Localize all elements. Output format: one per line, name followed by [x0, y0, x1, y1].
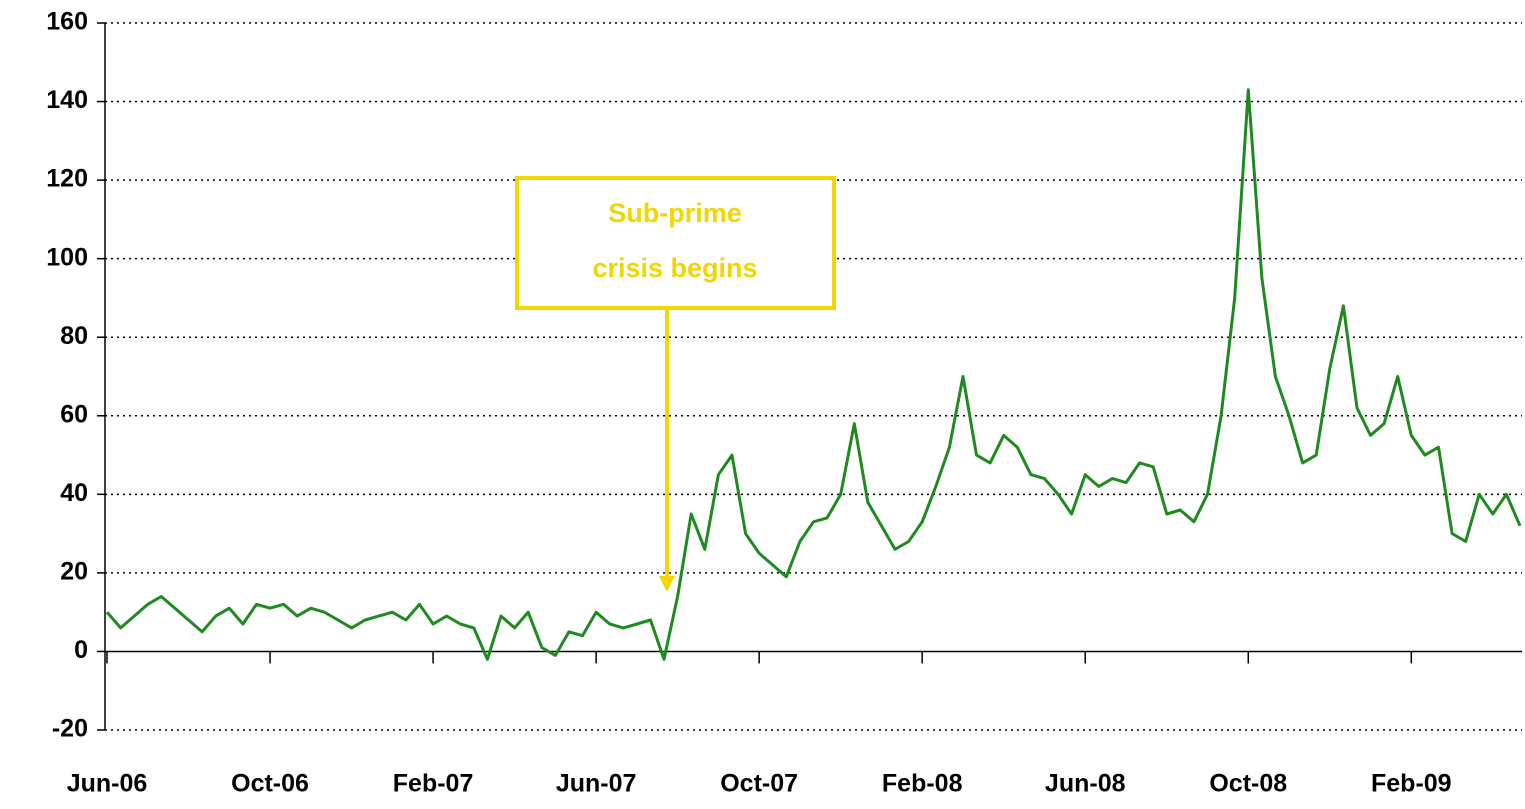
annotation-box — [515, 176, 836, 310]
x-tick-label: Feb-09 — [1371, 770, 1452, 798]
y-tick-label: 100 — [46, 243, 88, 271]
x-tick-label: Feb-08 — [882, 770, 963, 798]
y-tick-label: -20 — [52, 715, 88, 743]
y-tick-label: 0 — [74, 636, 88, 664]
x-tick-label: Oct-08 — [1209, 770, 1287, 798]
x-tick-label: Oct-07 — [720, 770, 798, 798]
y-tick-label: 120 — [46, 165, 88, 193]
y-tick-label: 140 — [46, 86, 88, 114]
x-tick-label: Jun-06 — [67, 770, 148, 798]
annotation: crisis begins — [592, 253, 757, 283]
annotation: Sub-prime — [608, 198, 742, 228]
y-tick-label: 20 — [60, 557, 88, 585]
y-tick-label: 40 — [60, 479, 88, 507]
x-tick-label: Jun-07 — [556, 770, 637, 798]
y-tick-label: 160 — [46, 8, 88, 36]
x-tick-label: Oct-06 — [231, 770, 309, 798]
y-tick-label: 60 — [60, 400, 88, 428]
x-tick-label: Feb-07 — [393, 770, 474, 798]
x-tick-label: Jun-08 — [1045, 770, 1126, 798]
series-line — [105, 88, 1522, 661]
annotation-arrowhead — [659, 576, 675, 592]
y-tick-label: 80 — [60, 322, 88, 350]
